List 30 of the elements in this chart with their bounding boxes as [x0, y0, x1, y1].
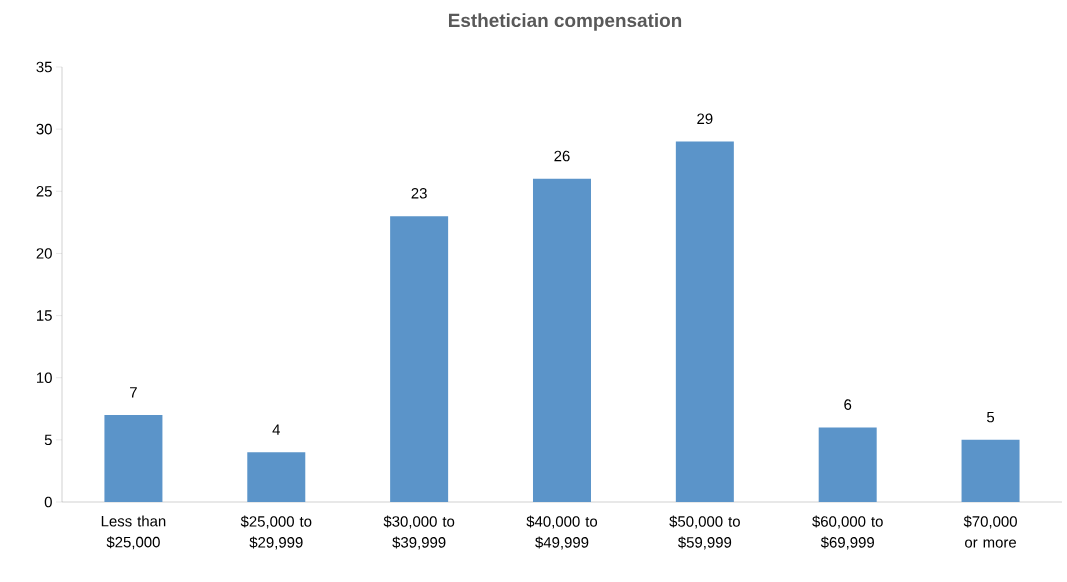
y-tick-label: 30 [36, 123, 52, 135]
x-tick-label: Less than $25,000 [101, 515, 166, 550]
x-tick-label: $40,000 to $49,999 [526, 515, 598, 550]
x-tick-label: $30,000 to $39,999 [383, 515, 455, 550]
bar [104, 415, 163, 502]
bar [961, 439, 1020, 502]
data-label: 23 [411, 188, 427, 199]
bar [532, 178, 591, 502]
data-label: 7 [130, 387, 137, 398]
x-tick-label: $60,000 to $69,999 [812, 515, 883, 550]
bar [818, 427, 877, 502]
bar [675, 141, 734, 502]
y-tick-label: 25 [36, 185, 52, 197]
y-tick-label: 10 [37, 372, 52, 383]
y-tick-label: 20 [36, 248, 52, 259]
x-tick-label: $25,000 to $29,999 [240, 515, 312, 550]
data-label: 26 [554, 150, 570, 162]
x-tick-label: $50,000 to $59,999 [669, 515, 740, 550]
bar [247, 452, 306, 502]
x-tick-label: $70,000 or more [963, 515, 1017, 548]
data-label: 4 [272, 424, 280, 435]
data-label: 6 [844, 399, 852, 410]
y-tick-label: 15 [37, 310, 52, 321]
y-tick-label: 0 [44, 496, 52, 508]
y-tick-label: 35 [36, 61, 52, 73]
y-tick-label: 5 [44, 434, 52, 446]
data-label: 5 [986, 411, 995, 423]
data-label: 29 [697, 113, 713, 125]
chart-title: Esthetician compensation [448, 13, 682, 31]
bar [390, 216, 449, 502]
